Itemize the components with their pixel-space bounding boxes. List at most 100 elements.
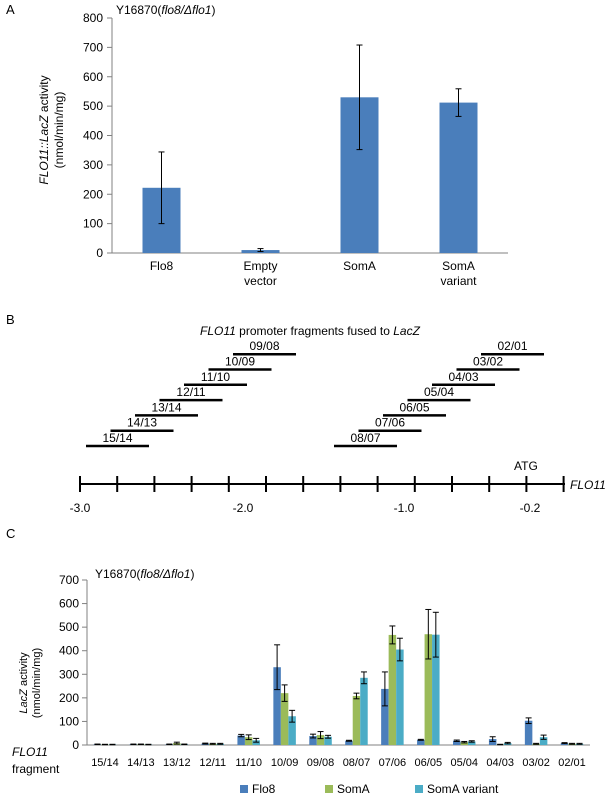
bar-soma [316, 735, 325, 745]
y-tick-label: 400 [83, 129, 103, 143]
y-tick-label: 0 [96, 246, 103, 260]
x-category-label: Flo8 [150, 259, 174, 273]
error-bar [217, 742, 224, 745]
panel-c-xlabel-fragment: fragment [12, 762, 60, 776]
error-bar [238, 733, 245, 738]
legend-item: SomA variant [415, 782, 499, 796]
bar-flo8 [524, 720, 533, 745]
panel-c-ylabel: LacZ activity [18, 652, 30, 714]
fragment-label: 08/07 [350, 431, 380, 445]
panel-c-legend: Flo8 SomA SomA variant [240, 782, 499, 796]
legend-label: SomA [337, 782, 370, 796]
error-bar [453, 739, 460, 742]
fragment-15-14: 15/14 [86, 431, 149, 448]
fragment-label: 09/08 [249, 339, 279, 353]
fragment-label: 14/13 [127, 416, 157, 430]
x-category-label: SomA [343, 259, 376, 273]
error-bar [173, 741, 180, 745]
bar-soma [352, 695, 361, 745]
fragment-05-04: 05/04 [407, 385, 471, 402]
promoter-axis-label: -1.0 [394, 501, 415, 515]
promoter-axis-labels: -3.0 -2.0 -1.0 -0.2 [70, 501, 541, 515]
legend-swatch [240, 785, 248, 793]
error-bar [576, 742, 583, 745]
y-tick-label: 400 [59, 644, 79, 658]
fragment-13-14: 13/14 [135, 400, 198, 417]
x-category-label: 07/06 [379, 757, 407, 769]
panel-c-letter: C [6, 526, 15, 541]
fragment-11-10: 11/10 [184, 370, 247, 387]
error-bar [202, 742, 209, 745]
fragment-09-08: 09/08 [233, 339, 296, 356]
bar-soma-variant [324, 736, 332, 745]
error-bar [253, 737, 260, 743]
x-category-label: 14/13 [127, 757, 155, 769]
x-category-label: Empty vector [243, 259, 277, 288]
panel-c-bars [93, 608, 584, 746]
panel-a-bars [142, 44, 478, 253]
x-category-label: 10/09 [271, 757, 299, 769]
fragment-label: 15/14 [102, 431, 132, 445]
panel-b: B FLO11 promoter fragments fused to LacZ… [6, 312, 606, 515]
x-category-label: 08/07 [343, 757, 371, 769]
fragment-06-05: 06/05 [383, 400, 446, 417]
legend-item: SomA [325, 782, 370, 796]
error-bar [356, 44, 363, 151]
panel-c: C Y16870(flo8/Δflo1) LacZ activity (nmol… [6, 526, 590, 796]
promoter-axis-label: -0.2 [520, 501, 541, 515]
bar [439, 102, 478, 253]
fragment-label: 10/09 [225, 355, 255, 369]
panel-a: A Y16870(flo8/Δflo1) FLO11::LacZ activit… [6, 2, 508, 288]
bar-soma [280, 693, 289, 745]
fragment-08-07: 08/07 [334, 431, 397, 448]
error-bar [455, 88, 462, 117]
bar-soma [388, 634, 397, 745]
panel-c-x-labels: 15/14 14/13 13/12 12/11 11/10 10/09 09/08 08/07… [91, 757, 586, 769]
error-bar [281, 684, 288, 702]
fragment-14-13: 14/13 [110, 416, 174, 432]
bar-soma [460, 742, 468, 745]
x-category-label: 09/08 [307, 757, 335, 769]
panel-a-ylabel-unit: (nmol/min/mg) [52, 92, 66, 169]
error-bar [461, 740, 468, 744]
error-bar [540, 734, 547, 740]
error-bar [525, 717, 532, 725]
y-tick-label: 500 [83, 99, 103, 113]
fragment-label: 05/04 [424, 385, 454, 399]
bar-flo8 [309, 736, 317, 745]
fragment-12-11: 12/11 [159, 385, 223, 402]
error-bar [274, 644, 281, 691]
bar-flo8 [273, 667, 281, 745]
error-bar [417, 738, 424, 741]
bar-soma [244, 737, 253, 745]
panel-c-strain-title: Y16870(flo8/Δflo1) [95, 567, 194, 581]
error-bar [360, 671, 367, 685]
error-bar [468, 740, 475, 743]
fragment-04-03: 04/03 [432, 370, 495, 387]
fragment-label: 06/05 [399, 400, 429, 414]
panel-c-ylabel-unit: (nmol/min/mg) [31, 648, 43, 718]
error-bar [289, 709, 296, 723]
x-category-label: 03/02 [522, 757, 550, 769]
x-category-label: SomA variant [440, 259, 477, 288]
bar-soma-variant [432, 634, 440, 745]
error-bar [489, 736, 496, 742]
error-bar [325, 734, 332, 739]
y-tick-label: 600 [83, 70, 103, 84]
x-category-label: 12/11 [199, 757, 226, 769]
error-bar [245, 734, 252, 741]
y-tick-label: 700 [59, 573, 79, 587]
bar-soma [424, 634, 433, 745]
legend-label: Flo8 [252, 782, 276, 796]
fragment-07-06: 07/06 [358, 416, 422, 432]
y-tick-label: 0 [72, 738, 79, 752]
bar-soma-variant [288, 716, 296, 745]
panel-a-y-axis: 0 100 200 300 400 500 600 700 800 [83, 11, 112, 260]
x-category-label: 11/10 [235, 757, 262, 769]
error-bar [310, 733, 317, 739]
error-bar [569, 742, 576, 745]
bar-soma-variant [468, 741, 476, 745]
x-category-label: 13/12 [163, 757, 191, 769]
fragment-label: 12/11 [176, 385, 205, 399]
panel-a-ylabel: FLO11::LacZ activity [37, 75, 51, 184]
